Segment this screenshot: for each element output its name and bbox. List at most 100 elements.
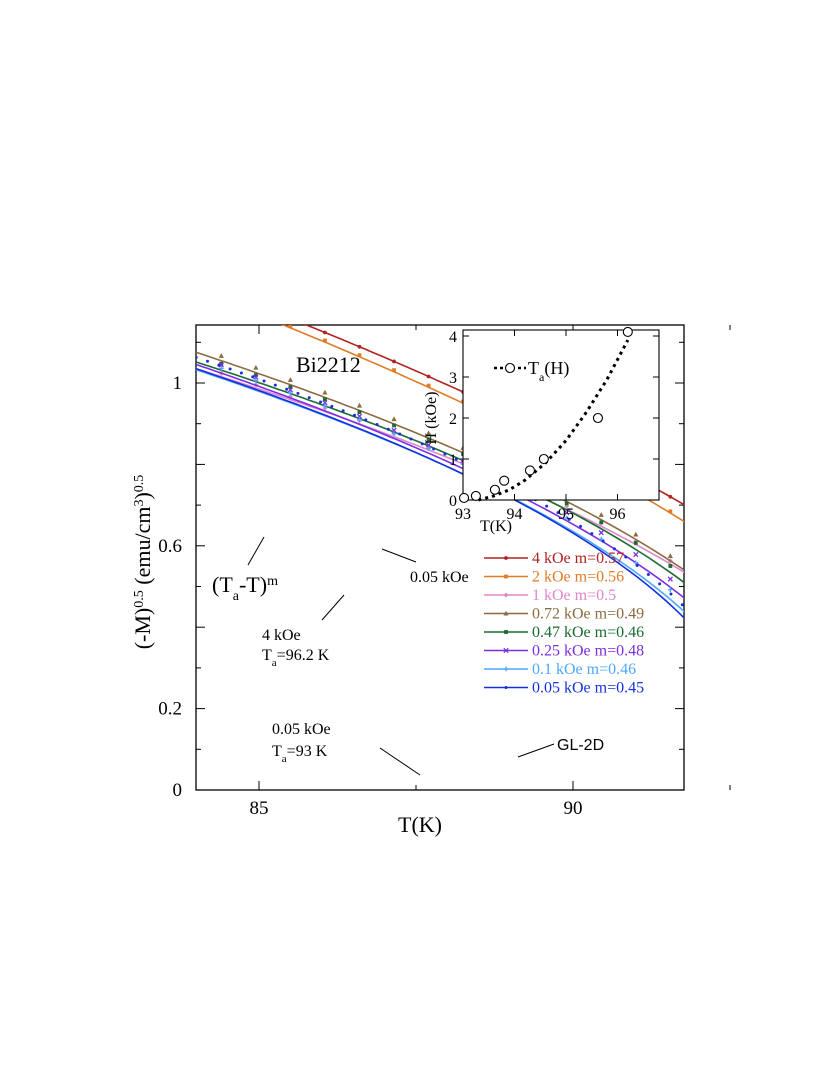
inset-y-tick-label: 1 (449, 452, 457, 469)
data-point (564, 515, 570, 521)
data-point (806, 580, 810, 584)
data-point (668, 564, 673, 568)
data-point (185, 351, 189, 355)
data-point (567, 517, 571, 521)
data-point (709, 643, 714, 648)
sample-label: Bi2212 (296, 352, 361, 377)
y-tick-label: 0.2 (158, 699, 182, 720)
main-plot-frame (195, 324, 685, 791)
data-point (432, 447, 436, 451)
data-point (772, 560, 776, 564)
data-point (807, 585, 811, 589)
data-point (319, 400, 323, 404)
data-point (792, 590, 796, 594)
data-point (669, 592, 673, 596)
data-point (806, 780, 810, 784)
low-field-annotation: 0.05 kOe (410, 569, 469, 586)
data-point (564, 509, 570, 516)
data-point (772, 687, 776, 691)
data-point (322, 403, 328, 409)
data-point (287, 387, 294, 393)
data-point (185, 283, 189, 287)
main-axes-ticks: 85909510010500.20.61 (158, 325, 731, 819)
data-point (722, 587, 727, 592)
data-point (218, 362, 224, 368)
low-field-ta-label: 0.05 kOe (272, 721, 331, 738)
data-point (737, 604, 742, 609)
data-point (219, 290, 223, 294)
data-point (820, 628, 824, 632)
inset-y-tick-label: 0 (449, 493, 457, 510)
data-point (323, 330, 327, 335)
data-point (364, 418, 368, 422)
data-point (172, 348, 175, 351)
inset-data-point (622, 326, 633, 337)
data-point (251, 375, 255, 379)
data-point (765, 780, 768, 783)
data-point (778, 633, 783, 638)
data-point (771, 636, 776, 641)
data-point (218, 366, 224, 371)
data-point (820, 603, 824, 607)
data-point (253, 378, 259, 383)
data-point (184, 354, 189, 359)
y-tick-label: 0 (173, 780, 183, 801)
low-field-pointer (381, 548, 417, 563)
data-point (426, 383, 431, 388)
data-point (127, 334, 130, 337)
data-point (564, 501, 569, 506)
data-point (81, 245, 85, 249)
data-point (598, 529, 604, 536)
data-point (285, 387, 289, 391)
fit-curve (196, 367, 684, 620)
inset-axes-ticks: 93 94 95 96 0 1 2 3 4 (449, 329, 659, 523)
data-point (805, 673, 810, 678)
data-point (778, 644, 783, 649)
fit-curve (304, 325, 684, 506)
data-point (667, 553, 673, 558)
data-point (426, 446, 431, 451)
data-point (184, 360, 189, 365)
data-point (425, 442, 432, 448)
data-point (81, 239, 85, 243)
data-point (778, 682, 782, 686)
data-point (150, 340, 154, 344)
data-point (806, 665, 811, 670)
inset-x-tick-label: 95 (558, 506, 574, 523)
data-point (764, 733, 769, 738)
data-point (590, 532, 594, 536)
data-point (792, 653, 797, 658)
data-point (667, 587, 673, 593)
data-point (709, 595, 713, 599)
legend-label: 0.47 kOe m=0.46 (532, 624, 644, 641)
data-point (703, 605, 707, 609)
inset-y-tick-label: 2 (449, 411, 457, 428)
data-point (138, 337, 141, 340)
fit-form-pointer (247, 536, 265, 566)
legend-label: 0.25 kOe m=0.48 (532, 643, 644, 660)
data-point (183, 352, 186, 355)
data-point (723, 538, 727, 542)
data-point (807, 608, 811, 612)
data-point (184, 342, 189, 347)
data-point (322, 389, 328, 395)
legend-label: 0.1 kOe m=0.46 (532, 661, 636, 678)
data-point (426, 437, 431, 442)
data-point (93, 323, 96, 326)
data-point (81, 318, 85, 322)
data-point (601, 539, 605, 543)
series-4 (116, 329, 824, 784)
data-point (392, 423, 396, 428)
data-point (116, 258, 120, 262)
data-point (722, 594, 727, 599)
inset-data-point (499, 475, 510, 486)
data-point (778, 568, 782, 572)
data-point (820, 780, 824, 784)
inset-y-tick-label: 3 (449, 370, 457, 387)
data-point (116, 329, 120, 333)
data-point (115, 339, 120, 344)
data-point (792, 745, 796, 749)
data-point (736, 667, 741, 672)
data-point (503, 666, 509, 672)
